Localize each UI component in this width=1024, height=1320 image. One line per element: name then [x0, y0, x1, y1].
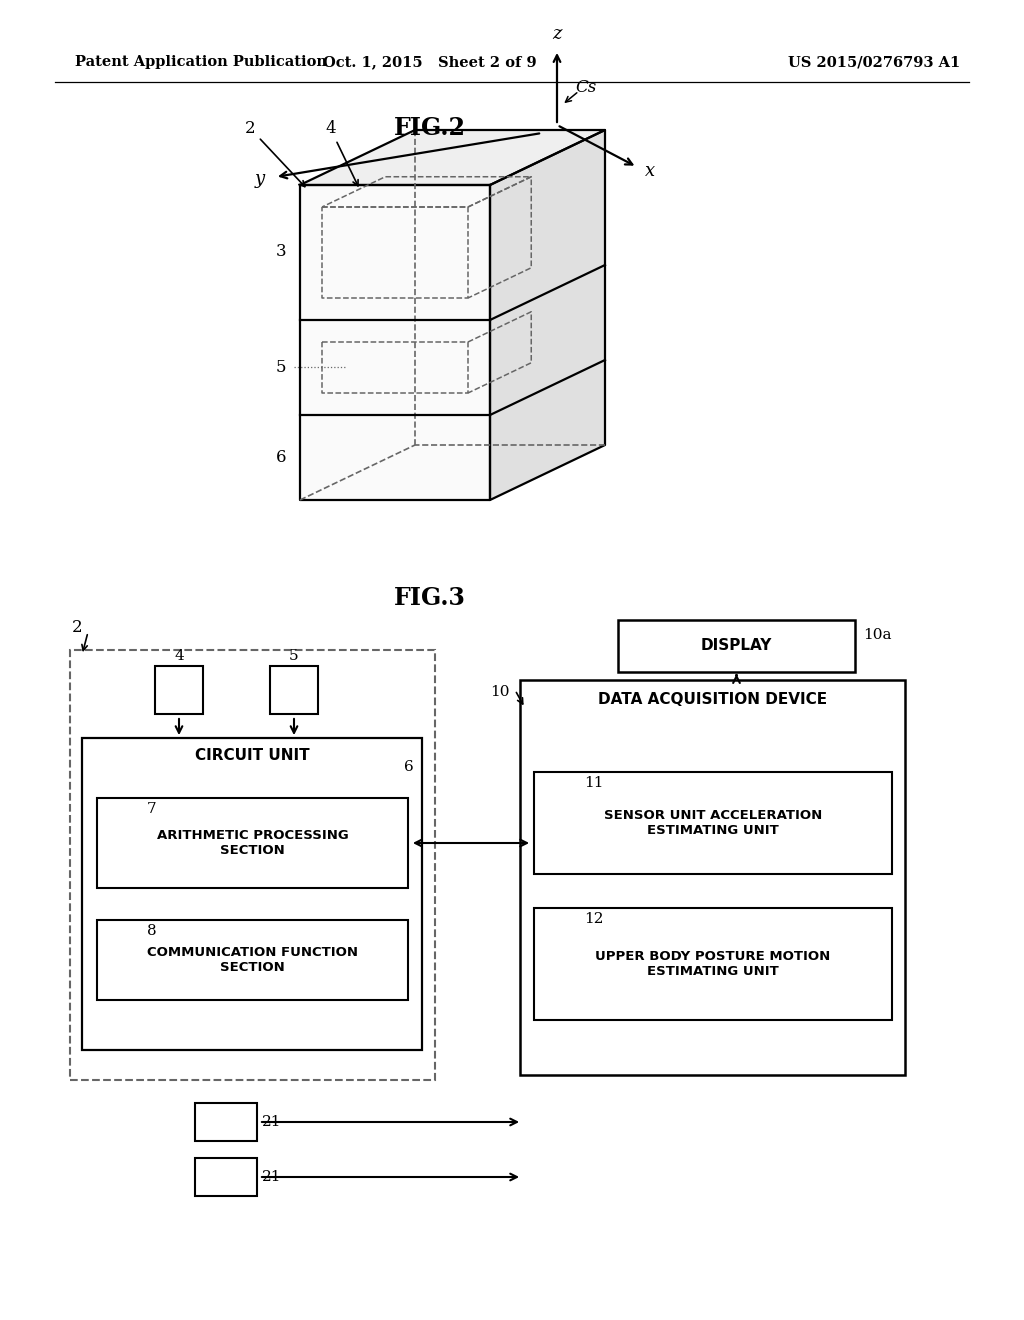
- Text: US 2015/0276793 A1: US 2015/0276793 A1: [787, 55, 961, 69]
- Text: 11: 11: [585, 776, 604, 789]
- Text: x: x: [645, 162, 655, 180]
- Polygon shape: [300, 185, 490, 500]
- Text: 5: 5: [289, 649, 299, 663]
- Text: Patent Application Publication: Patent Application Publication: [75, 55, 327, 69]
- Text: 7: 7: [147, 803, 157, 816]
- Bar: [195, 1158, 257, 1196]
- Bar: [270, 667, 318, 714]
- Text: CIRCUIT UNIT: CIRCUIT UNIT: [195, 748, 309, 763]
- Text: 4: 4: [325, 120, 358, 186]
- Bar: [97, 920, 408, 1001]
- Text: y: y: [255, 170, 265, 187]
- Bar: [534, 908, 892, 1020]
- Text: 10: 10: [490, 685, 510, 700]
- Text: SENSOR UNIT ACCELERATION
ESTIMATING UNIT: SENSOR UNIT ACCELERATION ESTIMATING UNIT: [604, 809, 822, 837]
- Text: UPPER BODY POSTURE MOTION
ESTIMATING UNIT: UPPER BODY POSTURE MOTION ESTIMATING UNI…: [595, 950, 830, 978]
- Polygon shape: [300, 129, 605, 185]
- Text: 21: 21: [262, 1115, 282, 1129]
- Text: Cs: Cs: [575, 78, 596, 95]
- Text: FIG.2: FIG.2: [394, 116, 466, 140]
- Text: z: z: [552, 25, 562, 44]
- Text: Oct. 1, 2015   Sheet 2 of 9: Oct. 1, 2015 Sheet 2 of 9: [324, 55, 537, 69]
- Text: 3: 3: [275, 243, 286, 260]
- Text: 10a: 10a: [863, 628, 892, 642]
- Text: 12: 12: [585, 912, 604, 927]
- Text: FIG.3: FIG.3: [394, 586, 466, 610]
- Bar: [97, 799, 408, 888]
- Bar: [70, 649, 435, 1080]
- Text: ARITHMETIC PROCESSING
SECTION: ARITHMETIC PROCESSING SECTION: [157, 829, 348, 857]
- Text: 8: 8: [147, 924, 157, 939]
- Bar: [618, 620, 855, 672]
- Text: 2: 2: [72, 619, 83, 636]
- Text: 21: 21: [262, 1170, 282, 1184]
- Bar: [520, 680, 905, 1074]
- Bar: [195, 1104, 257, 1140]
- Text: 5: 5: [275, 359, 286, 375]
- Text: DISPLAY: DISPLAY: [700, 639, 772, 653]
- Bar: [82, 738, 422, 1049]
- Text: COMMUNICATION FUNCTION
SECTION: COMMUNICATION FUNCTION SECTION: [147, 946, 358, 974]
- Text: DATA ACQUISITION DEVICE: DATA ACQUISITION DEVICE: [598, 693, 827, 708]
- Polygon shape: [490, 129, 605, 500]
- Bar: [155, 667, 203, 714]
- Text: 6: 6: [404, 760, 414, 774]
- Text: 6: 6: [275, 449, 286, 466]
- Text: 2: 2: [245, 120, 305, 186]
- Text: 4: 4: [174, 649, 184, 663]
- Bar: [534, 772, 892, 874]
